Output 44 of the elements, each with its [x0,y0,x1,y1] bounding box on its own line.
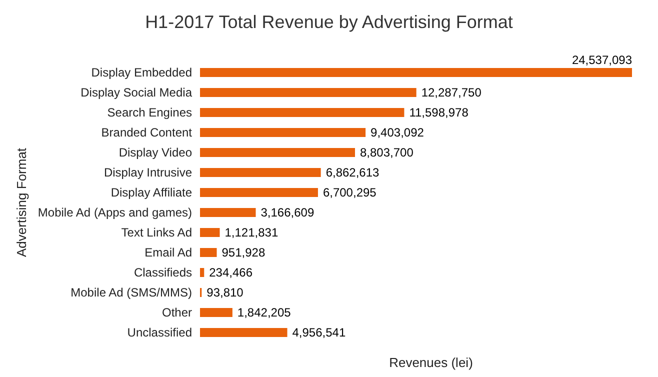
y-tick-label: Other [162,306,192,320]
y-tick-label: Mobile Ad (SMS/MMS) [70,286,192,300]
data-label: 6,700,295 [322,186,377,200]
y-tick-label: Display Intrusive [104,166,192,180]
y-tick-label: Unclassified [127,326,192,340]
data-label: 12,287,750 [421,86,482,100]
bar [200,248,217,257]
data-label: 93,810 [206,286,244,300]
bar [200,268,204,277]
bar [200,188,318,197]
y-axis-title: Advertising Format [14,148,29,258]
y-tick-label: Display Social Media [80,86,192,100]
bar [200,148,355,157]
bar [200,328,288,337]
data-label: 1,121,831 [224,226,278,240]
bar [200,88,416,97]
y-tick-label: Display Embedded [91,66,192,80]
data-label: 1,842,205 [237,306,292,320]
data-label: 3,166,609 [260,206,314,220]
data-label: 951,928 [222,246,266,260]
y-tick-label: Branded Content [101,126,193,140]
y-tick-label: Text Links Ad [121,226,192,240]
y-tick-label: Mobile Ad (Apps and games) [38,206,192,220]
bar [200,308,232,317]
bar [200,208,256,217]
bar [200,228,220,237]
y-tick-label: Display Video [118,146,192,160]
data-label: 24,537,093 [572,53,632,67]
data-label: 11,598,978 [409,106,469,120]
bar [200,68,632,77]
data-label: 6,862,613 [326,166,380,180]
data-label: 8,803,700 [360,146,414,160]
y-tick-label: Display Affiliate [110,186,192,200]
bar [200,108,404,117]
y-tick-label: Email Ad [144,246,192,260]
y-tick-label: Search Engines [107,106,192,120]
x-axis-title: Revenues (lei) [389,355,473,370]
data-label: 234,466 [209,266,253,280]
y-tick-label: Classifieds [134,266,192,280]
chart-title: H1-2017 Total Revenue by Advertising Format [145,12,513,32]
bar [200,128,366,137]
bar [200,168,321,177]
data-label: 4,956,541 [292,326,346,340]
data-label: 9,403,092 [370,126,424,140]
